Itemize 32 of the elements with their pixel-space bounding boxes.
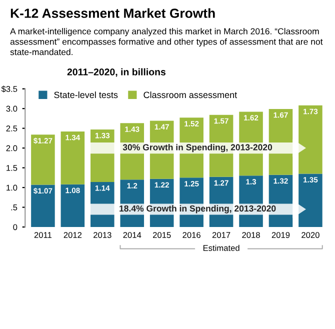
x-tick-label: 2018	[242, 232, 260, 238]
y-tick-label: 2.5	[6, 126, 18, 132]
annotation: 30% Growth in Spending, 2013-2020	[122, 144, 272, 152]
x-tick-label: 2011	[34, 232, 52, 238]
x-tick-label: 2014	[123, 232, 142, 238]
y-tick-label: $3.5	[1, 86, 18, 92]
x-tick-label: 2013	[94, 232, 112, 238]
x-tick-label: 2012	[64, 232, 82, 238]
bar	[298, 105, 322, 174]
y-tick-label: 3.0	[6, 106, 18, 112]
x-tick-label: 2020	[302, 232, 320, 238]
bar	[31, 184, 55, 228]
x-tick-label: 2017	[212, 232, 230, 238]
bar	[60, 131, 85, 184]
legend-label: Classroom assessment	[144, 91, 238, 98]
text: Estimated	[203, 244, 240, 251]
bar	[60, 184, 85, 228]
chart-subtitle: A market-intelligence company analyzed this market in March 2016. “Classroom assessment” encompasses formative and other types of assessment that are not state-mandated.	[10, 28, 323, 56]
x-tick-label: 2016	[182, 232, 200, 238]
legend-label: State-level tests	[54, 91, 118, 98]
bar	[298, 174, 322, 228]
y-tick-label: 0	[13, 224, 18, 230]
y-tick-label: 2.0	[6, 145, 18, 152]
annotation: 18.4% Growth in Spending, 2013-2020	[120, 205, 276, 214]
bar	[31, 134, 55, 185]
chart-title: K-12 Assessment Market Growth	[10, 8, 215, 18]
x-tick-label: 2015	[153, 232, 171, 238]
y-tick-label: 1.0	[6, 184, 18, 191]
y-axis-title: 2011–2020, in billions	[67, 68, 166, 77]
x-tick-label: 2019	[272, 232, 290, 238]
y-tick-label: .5	[11, 204, 18, 210]
y-tick-label: 1.5	[6, 165, 18, 171]
